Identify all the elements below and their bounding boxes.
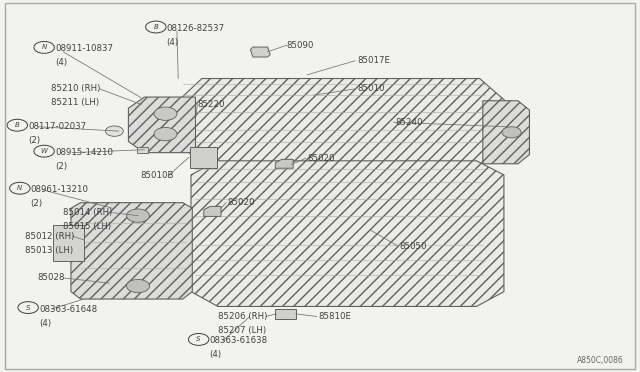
Text: 85050: 85050: [400, 241, 428, 250]
Text: 85015 (LH): 85015 (LH): [63, 222, 111, 231]
Text: 08911-10837: 08911-10837: [55, 44, 113, 53]
Circle shape: [127, 279, 150, 293]
Text: 85210 (RH): 85210 (RH): [51, 84, 100, 93]
Polygon shape: [178, 78, 505, 166]
Text: 08126-82537: 08126-82537: [167, 24, 225, 33]
Text: 85013 (LH): 85013 (LH): [25, 246, 73, 254]
Circle shape: [154, 128, 177, 141]
Circle shape: [502, 127, 521, 138]
Text: N: N: [42, 44, 47, 50]
Circle shape: [154, 107, 177, 121]
Text: 85020: 85020: [227, 198, 255, 207]
Text: (4): (4): [167, 38, 179, 47]
Text: 85014 (RH): 85014 (RH): [63, 208, 113, 217]
Text: 85017E: 85017E: [357, 56, 390, 65]
Polygon shape: [275, 159, 293, 168]
Text: B: B: [15, 122, 20, 128]
Text: 85028: 85028: [38, 273, 65, 282]
Text: 08117-02037: 08117-02037: [28, 122, 86, 131]
FancyBboxPatch shape: [275, 309, 296, 319]
Text: S: S: [26, 305, 31, 311]
Text: 85220: 85220: [197, 100, 225, 109]
Text: (2): (2): [55, 162, 67, 171]
FancyBboxPatch shape: [53, 225, 84, 261]
Text: (4): (4): [55, 58, 67, 67]
Text: 85020: 85020: [307, 154, 335, 163]
Polygon shape: [191, 161, 504, 307]
Text: 08961-13210: 08961-13210: [31, 185, 89, 194]
Text: (2): (2): [31, 199, 43, 208]
Text: 85012 (RH): 85012 (RH): [25, 231, 74, 241]
Text: N: N: [17, 185, 22, 191]
Text: (2): (2): [28, 136, 40, 145]
Polygon shape: [483, 101, 529, 164]
Text: (4): (4): [209, 350, 221, 359]
Text: 08363-61638: 08363-61638: [209, 336, 268, 346]
FancyBboxPatch shape: [189, 147, 216, 168]
Text: (4): (4): [39, 319, 51, 328]
Text: 08363-61648: 08363-61648: [39, 305, 97, 314]
Polygon shape: [250, 47, 270, 57]
Polygon shape: [204, 206, 221, 217]
Circle shape: [127, 209, 150, 222]
Text: B: B: [154, 24, 158, 30]
Text: 08915-14210: 08915-14210: [55, 148, 113, 157]
Text: 85010B: 85010B: [140, 171, 173, 180]
Polygon shape: [129, 97, 195, 153]
Text: 85810E: 85810E: [319, 312, 352, 321]
Text: 85207 (LH): 85207 (LH): [218, 326, 266, 335]
Text: 85211 (LH): 85211 (LH): [51, 99, 99, 108]
Text: 85206 (RH): 85206 (RH): [218, 312, 267, 321]
FancyBboxPatch shape: [138, 147, 148, 153]
Text: 85090: 85090: [287, 41, 314, 50]
Text: A850C,0086: A850C,0086: [577, 356, 623, 365]
Polygon shape: [71, 203, 192, 299]
Circle shape: [106, 126, 124, 137]
Text: S: S: [196, 336, 201, 343]
Text: 85240: 85240: [396, 118, 423, 127]
Text: 85010: 85010: [357, 84, 385, 93]
Text: W: W: [41, 148, 47, 154]
